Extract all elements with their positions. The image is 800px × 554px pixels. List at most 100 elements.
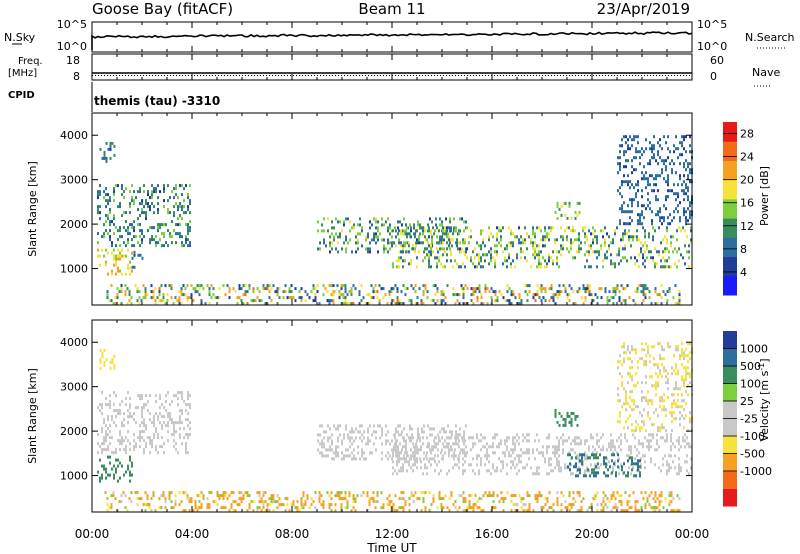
heatmap-cell [480,460,482,464]
date-title: 23/Apr/2019 [597,0,690,18]
heatmap-cell [657,198,659,202]
heatmap-cell [187,391,189,395]
heatmap-cell [476,241,478,245]
heatmap-cell [646,247,648,251]
heatmap-cell [440,238,442,242]
heatmap-cell [359,223,361,227]
heatmap-cell [657,210,659,214]
heatmap-cell [389,223,391,227]
heatmap-cell [516,235,518,239]
heatmap-cell [362,491,365,495]
heatmap-cell [149,205,151,209]
heatmap-cell [458,293,461,297]
heatmap-cell [103,436,105,440]
heatmap-cell [654,494,657,498]
heatmap-cell [478,454,480,458]
heatmap-cell [422,293,425,297]
heatmap-cell [408,299,411,303]
heatmap-cell [167,229,169,233]
heatmap-cell [129,442,131,446]
heatmap-cell [361,451,363,455]
heatmap-cell [687,207,689,211]
heatmap-cell [179,214,181,218]
heatmap-cell [661,363,663,367]
heatmap-cell [175,193,177,197]
heatmap-cell [634,445,636,449]
heatmap-cell [570,503,573,507]
heatmap-cell [329,445,331,449]
heatmap-cell [682,436,684,440]
heatmap-cell [270,500,273,504]
heatmap-cell [685,183,687,187]
heatmap-cell [666,433,668,437]
heatmap-cell [290,503,293,507]
heatmap-cell [606,497,609,501]
heatmap-cell [598,445,600,449]
heatmap-cell [216,491,219,495]
heatmap-cell [377,250,379,254]
heatmap-cell [619,420,621,424]
heatmap-cell [371,238,373,242]
heatmap-cell [189,202,191,206]
heatmap-cell [492,506,495,510]
heatmap-cell [368,503,371,507]
heatmap-cell [260,497,263,501]
heatmap-cell [639,213,641,217]
heatmap-cell [202,287,205,291]
heatmap-cell [123,439,125,443]
heatmap-cell [458,466,460,470]
heatmap-cell [163,205,165,209]
heatmap-cell [347,433,349,437]
heatmap-cell [278,296,281,300]
heatmap-cell [109,144,112,148]
heatmap-cell [480,448,482,452]
heatmap-cell [510,265,512,269]
heatmap-cell [650,457,652,461]
heatmap-cell [109,394,111,398]
heatmap-cell [663,348,665,352]
heatmap-cell [558,454,560,458]
heatmap-cell [556,457,558,461]
heatmap-cell [645,177,647,181]
heatmap-cell [671,168,673,172]
heatmap-cell [115,184,117,188]
heatmap-cell [612,451,614,455]
heatmap-cell [341,457,343,461]
heatmap-cell [649,159,651,163]
heatmap-cell [441,427,443,431]
heatmap-cell [208,293,211,297]
heatmap-cell [258,290,261,294]
heatmap-cell [554,448,556,452]
heatmap-cell [514,442,516,446]
heatmap-cell [641,222,643,226]
heatmap-cell [520,256,522,260]
heatmap-cell [401,223,403,227]
heatmap-cell [103,150,106,154]
heatmap-cell [685,414,687,418]
heatmap-cell [689,150,691,154]
heatmap-cell [540,262,542,266]
heatmap-cell [99,193,101,197]
heatmap-cell [325,448,327,452]
heatmap-cell [560,469,562,473]
heatmap-cell [536,253,538,257]
heatmap-cell [685,135,687,139]
heatmap-cell [428,253,430,257]
heatmap-cell [658,500,661,504]
heatmap-cell [113,199,115,203]
heatmap-cell [392,460,394,464]
heatmap-cell [318,491,321,495]
heatmap-cell [671,219,673,223]
heatmap-cell [522,433,524,437]
heatmap-cell [668,494,671,498]
heatmap-cell [681,354,683,358]
heatmap-cell [141,241,143,245]
heatmap-cell [584,296,587,300]
heatmap-cell [316,290,319,294]
heatmap-cell [526,433,528,437]
heatmap-cell [121,254,123,258]
heatmap-cell [463,433,465,437]
heatmap-cell [578,247,580,251]
heatmap-cell [410,494,413,498]
heatmap-cell [434,293,437,297]
